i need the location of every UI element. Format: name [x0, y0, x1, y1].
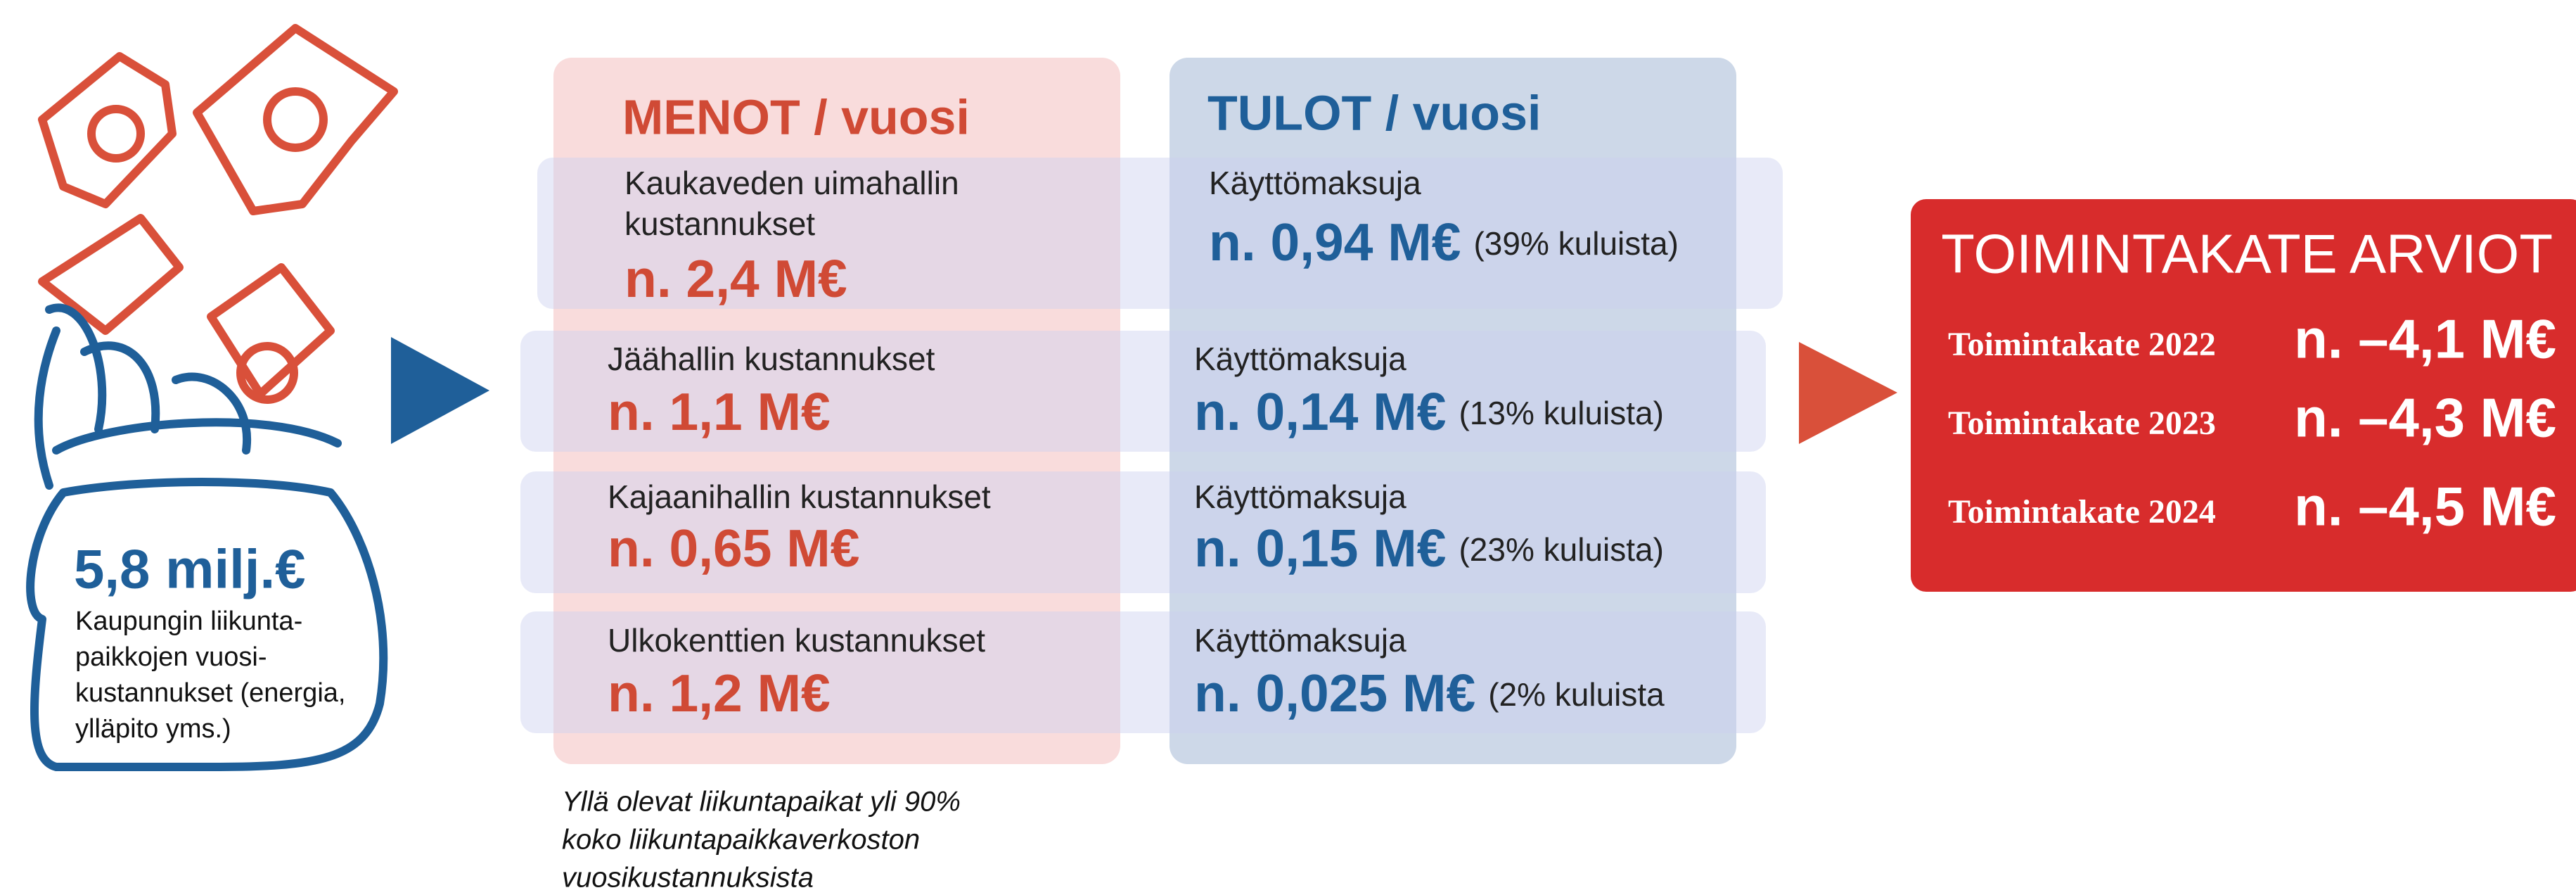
summary-label: Toimintakate 2023 [1948, 405, 2216, 442]
summary-value: n. –4,5 M€ [2294, 476, 2556, 538]
footnote: vuosikustannuksista [562, 863, 814, 894]
income-label: Käyttömaksuja [1194, 478, 1406, 515]
menot-header: MENOT / vuosi [622, 89, 970, 144]
summary-title: TOIMINTAKATE ARVIOT [1941, 223, 2553, 285]
summary-label: Toimintakate 2024 [1948, 493, 2216, 531]
cost-value: n. 2,4 M€ [624, 249, 847, 308]
cost-label: Kaukaveden uimahallin [624, 165, 959, 201]
summary-label: Toimintakate 2022 [1948, 326, 2216, 363]
income-share: (23% kuluista) [1459, 531, 1663, 568]
income-value: n. 0,94 M€ [1209, 212, 1461, 272]
cost-value: n. 0,65 M€ [608, 519, 859, 578]
tulot-header: TULOT / vuosi [1207, 85, 1541, 140]
income-label: Käyttömaksuja [1209, 165, 1421, 201]
cost-label: Ulkokenttien kustannukset [608, 622, 985, 659]
income-value: n. 0,025 M€ [1194, 664, 1475, 723]
cost-value: n. 1,1 M€ [608, 382, 831, 441]
footnote: koko liikuntapaikkaverkoston [562, 825, 920, 856]
bag-description: paikkojen vuosi- [75, 642, 267, 672]
income-share: (2% kuluista [1488, 676, 1665, 713]
income-share: (13% kuluista) [1459, 395, 1663, 431]
bag-amount: 5,8 milj.€ [74, 538, 306, 600]
footnote: Yllä olevat liikuntapaikat yli 90% [562, 787, 961, 818]
income-label: Käyttömaksuja [1194, 341, 1406, 377]
cost-label: Jäähallin kustannukset [608, 341, 935, 377]
cost-label: kustannukset [624, 205, 815, 242]
bag-description: kustannukset (energia, [75, 678, 345, 708]
income-label: Käyttömaksuja [1194, 622, 1406, 659]
cost-value: n. 1,2 M€ [608, 664, 831, 723]
income-value: n. 0,14 M€ [1194, 382, 1446, 441]
cost-label: Kajaanihallin kustannukset [608, 478, 991, 515]
summary-value: n. –4,1 M€ [2294, 308, 2556, 370]
income-share: (39% kuluista) [1473, 225, 1678, 262]
summary-value: n. –4,3 M€ [2294, 387, 2556, 449]
arrow-right [391, 337, 489, 444]
bag-description: Kaupungin liikunta- [75, 607, 302, 636]
infographic: MENOT / vuosi TULOT / vuosi Kaukaveden u… [0, 0, 2576, 895]
income-value: n. 0,15 M€ [1194, 519, 1446, 578]
arrow-right [1799, 342, 1897, 444]
bag-description: ylläpito yms.) [75, 714, 231, 744]
